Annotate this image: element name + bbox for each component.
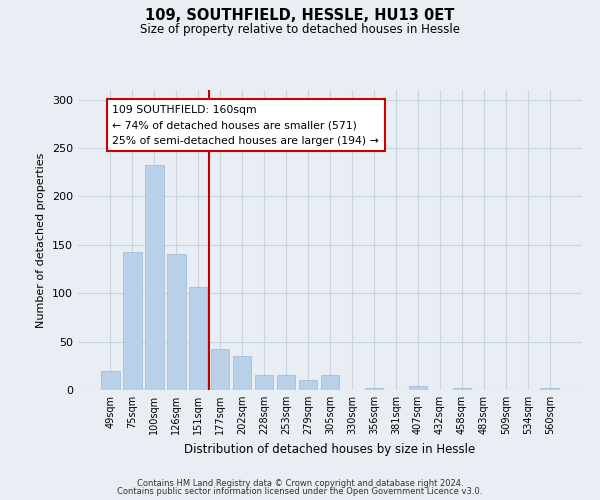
Bar xyxy=(211,350,229,390)
Bar xyxy=(409,386,427,390)
Bar xyxy=(189,288,208,390)
Text: Size of property relative to detached houses in Hessle: Size of property relative to detached ho… xyxy=(140,22,460,36)
Bar xyxy=(320,376,340,390)
Bar xyxy=(255,376,274,390)
Bar xyxy=(123,252,142,390)
Bar xyxy=(541,388,559,390)
Text: Contains HM Land Registry data © Crown copyright and database right 2024.: Contains HM Land Registry data © Crown c… xyxy=(137,478,463,488)
X-axis label: Distribution of detached houses by size in Hessle: Distribution of detached houses by size … xyxy=(184,442,476,456)
Text: 109 SOUTHFIELD: 160sqm
← 74% of detached houses are smaller (571)
25% of semi-de: 109 SOUTHFIELD: 160sqm ← 74% of detached… xyxy=(112,104,379,146)
Y-axis label: Number of detached properties: Number of detached properties xyxy=(37,152,46,328)
Bar xyxy=(145,164,164,390)
Bar xyxy=(365,388,383,390)
Text: Contains public sector information licensed under the Open Government Licence v3: Contains public sector information licen… xyxy=(118,488,482,496)
Bar xyxy=(101,370,119,390)
Bar xyxy=(233,356,251,390)
Bar xyxy=(277,376,295,390)
Text: 109, SOUTHFIELD, HESSLE, HU13 0ET: 109, SOUTHFIELD, HESSLE, HU13 0ET xyxy=(145,8,455,22)
Bar xyxy=(167,254,185,390)
Bar xyxy=(452,388,471,390)
Bar xyxy=(299,380,317,390)
